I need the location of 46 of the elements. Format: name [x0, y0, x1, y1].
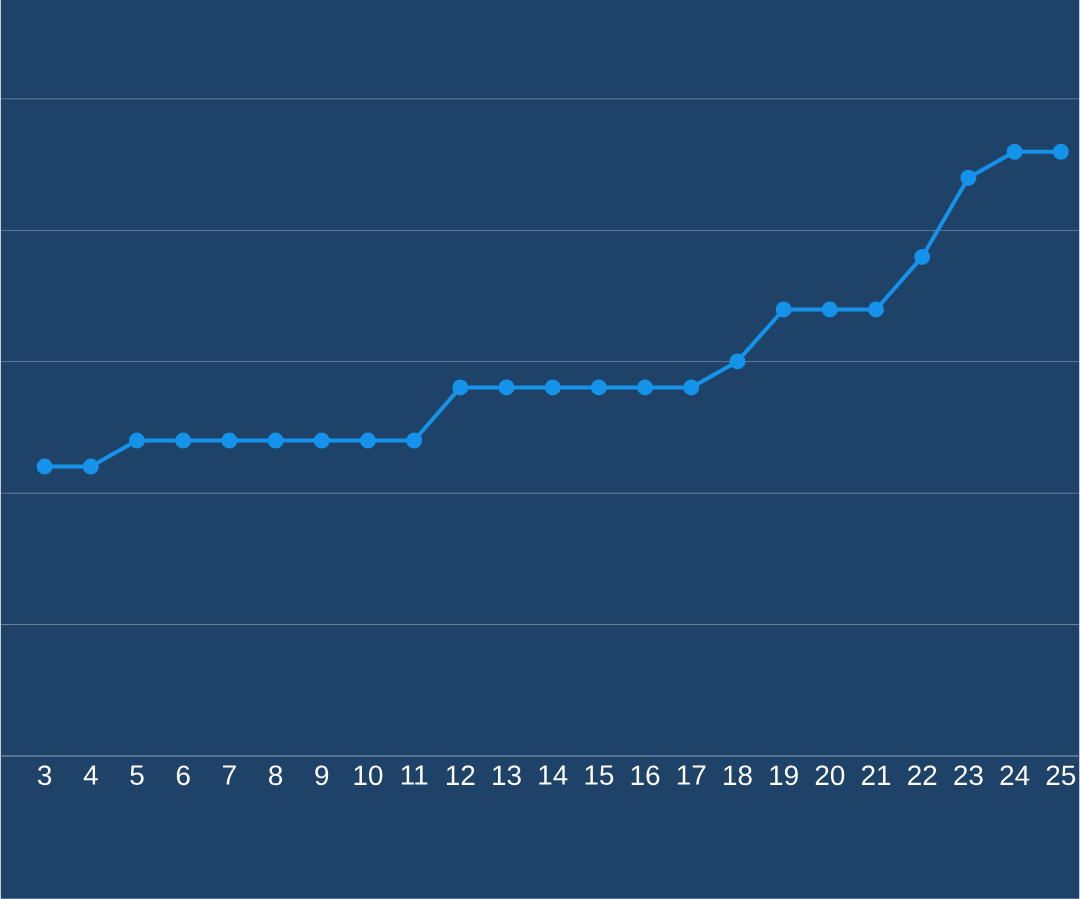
point — [1052, 143, 1069, 160]
x-tick-label: 17 — [677, 765, 706, 785]
x-tick-label: 12 — [446, 765, 475, 786]
point — [637, 379, 654, 396]
point — [683, 379, 700, 396]
x-tick-label: 19 — [770, 765, 798, 786]
point — [960, 169, 977, 186]
point — [775, 301, 792, 318]
x-tick-label: 10 — [354, 765, 383, 786]
x-tick-label: 13 — [493, 765, 521, 786]
x-tick-label: 18 — [724, 765, 752, 786]
point — [729, 353, 746, 370]
point — [590, 379, 607, 396]
point — [498, 379, 515, 396]
x-tick-label: 11 — [401, 765, 428, 785]
point — [914, 249, 931, 266]
point — [868, 301, 885, 318]
x-tick-label: 8 — [269, 765, 283, 786]
x-tick-label: 22 — [908, 765, 937, 786]
point — [221, 432, 238, 449]
point — [359, 432, 376, 449]
point — [36, 458, 53, 475]
point — [544, 379, 561, 396]
point — [821, 301, 838, 318]
x-tick-label: 5 — [130, 765, 144, 786]
x-tick-label: 24 — [1000, 765, 1030, 786]
x-tick-label: 6 — [176, 765, 190, 786]
point — [313, 432, 330, 449]
x-tick-label: 25 — [1046, 765, 1076, 786]
point — [1006, 143, 1023, 160]
x-tick-label: 9 — [315, 765, 329, 786]
point — [267, 432, 284, 449]
x-tick-label: 14 — [539, 765, 568, 785]
x-tick-label: 3 — [37, 765, 52, 786]
x-tick-label: 23 — [954, 765, 983, 786]
point — [175, 432, 192, 449]
x-tick-label: 4 — [83, 765, 98, 785]
x-tick-label: 15 — [585, 765, 614, 786]
x-tick-label: 21 — [861, 765, 891, 786]
point — [129, 432, 145, 449]
x-tick-label: 20 — [815, 765, 845, 786]
point — [406, 432, 423, 449]
x-tick-label: 16 — [631, 765, 660, 786]
point — [452, 379, 469, 396]
x-tick-label: 7 — [223, 765, 236, 785]
point — [82, 458, 99, 475]
